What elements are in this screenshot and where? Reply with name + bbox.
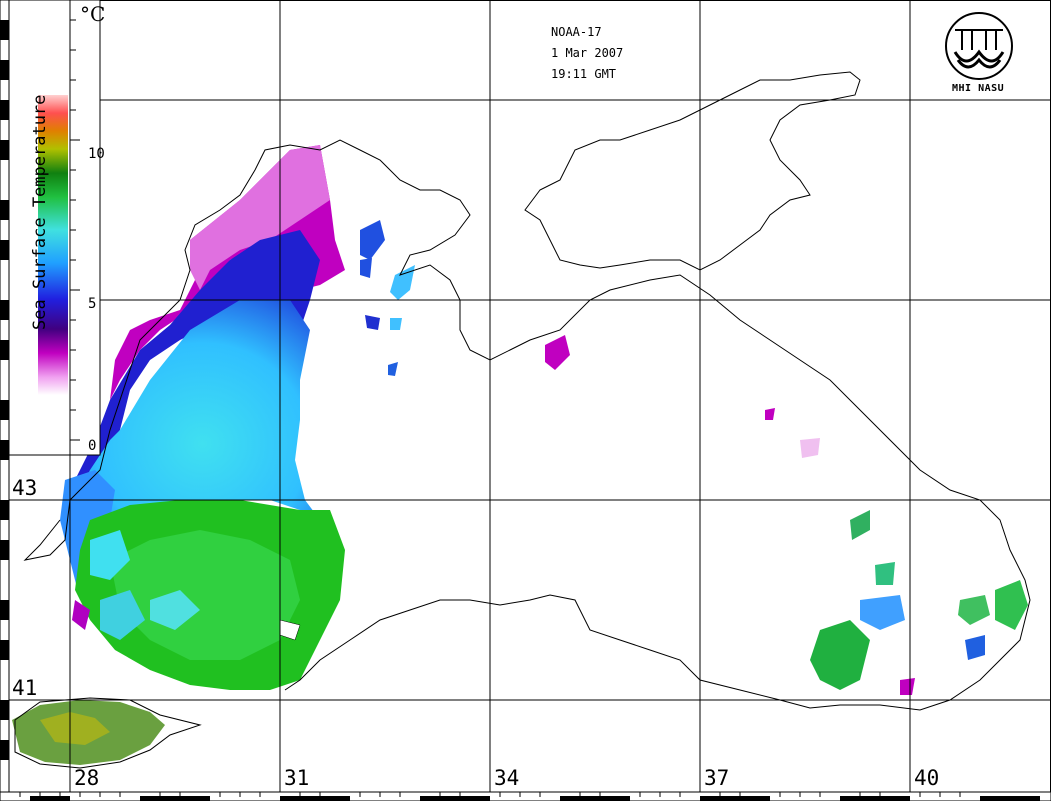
longitude-label-34: 34 [494,766,520,790]
graticule [9,0,1051,792]
colorbar-tick-5: 5 [88,296,97,312]
left-ruler [0,0,10,801]
latitude-label-41: 41 [12,676,38,700]
colorbar-title: Sea Surface Temperature [30,94,50,330]
colorbar-tick-0: 0 [88,438,97,454]
mhi-nasu-logo-icon [945,12,1013,80]
latitude-label-43: 43 [12,476,38,500]
longitude-label-28: 28 [74,766,100,790]
longitude-label-37: 37 [704,766,730,790]
coastline [14,71,1031,769]
acquisition-date: 1 Mar 2007 [551,46,624,60]
colorbar-unit: °C [80,2,106,26]
image-info: NOAA-17 1 Mar 2007 19:11 GMT [551,22,623,85]
sst-field [12,145,1028,765]
longitude-label-31: 31 [284,766,310,790]
colorbar [8,0,101,456]
colorbar-tick-10: 10 [88,146,105,162]
acquisition-time: 19:11 GMT [551,67,617,81]
logo-text: MHI NASU [952,83,1005,94]
longitude-label-40: 40 [914,766,940,790]
satellite-name: NOAA-17 [551,25,602,39]
colorbar-gradient [38,95,68,395]
bottom-ruler [0,791,1051,801]
